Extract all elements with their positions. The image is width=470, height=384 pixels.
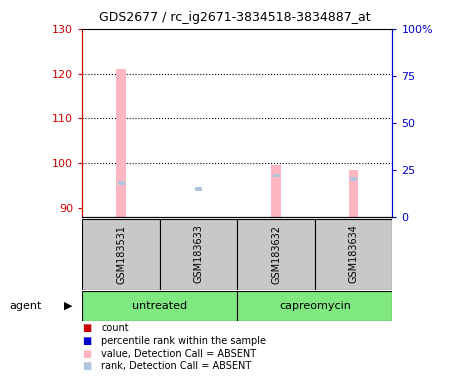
Text: ■: ■ [82,349,92,359]
Text: agent: agent [9,301,42,311]
Bar [82,291,237,321]
Text: GSM183632: GSM183632 [271,225,281,283]
Text: ▶: ▶ [64,301,72,311]
Text: count: count [101,323,129,333]
Text: value, Detection Call = ABSENT: value, Detection Call = ABSENT [101,349,256,359]
Text: ■: ■ [82,361,92,371]
Text: rank, Detection Call = ABSENT: rank, Detection Call = ABSENT [101,361,251,371]
Bar [272,166,281,217]
Bar [237,219,315,290]
Bar [160,219,237,290]
Text: capreomycin: capreomycin [279,301,351,311]
Bar [195,187,202,190]
Bar [349,170,358,217]
Bar [273,174,280,177]
Bar [82,219,160,290]
Text: GSM183531: GSM183531 [116,225,126,283]
Text: GSM183634: GSM183634 [349,225,359,283]
Bar [237,291,392,321]
Text: ■: ■ [82,336,92,346]
Bar [350,177,357,181]
Bar [118,181,125,185]
Bar [315,219,392,290]
Text: GSM183633: GSM183633 [194,225,204,283]
Bar [117,69,125,217]
Text: percentile rank within the sample: percentile rank within the sample [101,336,266,346]
Text: GDS2677 / rc_ig2671-3834518-3834887_at: GDS2677 / rc_ig2671-3834518-3834887_at [99,11,371,24]
Text: untreated: untreated [132,301,188,311]
Text: ■: ■ [82,323,92,333]
